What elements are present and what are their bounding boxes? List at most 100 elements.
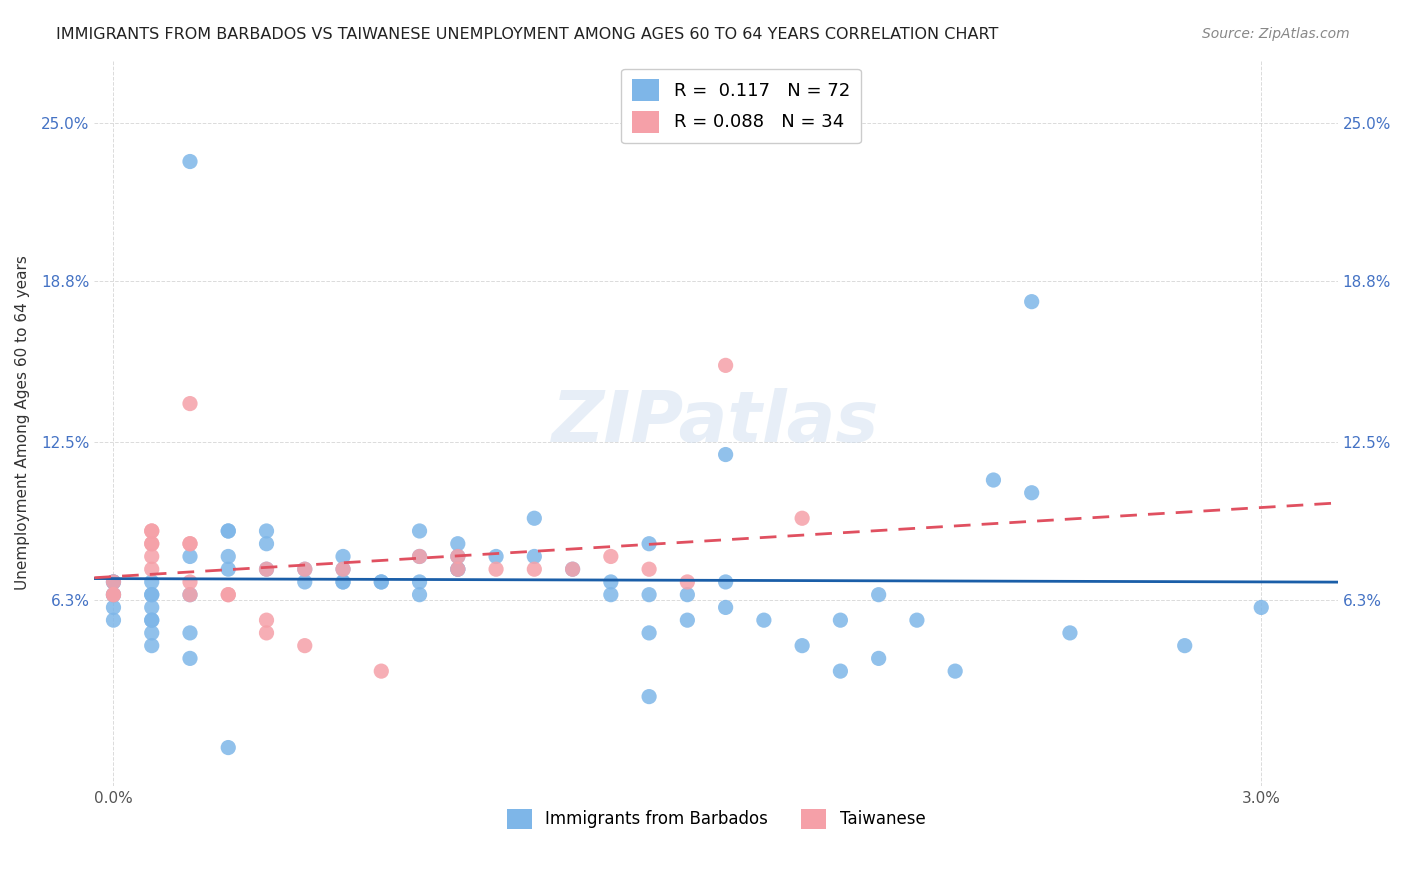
Point: [179, 154, 201, 169]
Point: [217, 549, 239, 564]
Point: [141, 639, 163, 653]
Point: [141, 524, 163, 538]
Point: [141, 626, 163, 640]
Point: [447, 549, 470, 564]
Point: [1174, 639, 1197, 653]
Point: [599, 549, 621, 564]
Point: [408, 574, 430, 589]
Point: [179, 396, 201, 410]
Point: [868, 651, 890, 665]
Point: [408, 524, 430, 538]
Point: [294, 574, 316, 589]
Point: [332, 562, 354, 576]
Point: [447, 562, 470, 576]
Point: [179, 588, 201, 602]
Y-axis label: Unemployment Among Ages 60 to 64 years: Unemployment Among Ages 60 to 64 years: [15, 255, 30, 591]
Point: [141, 574, 163, 589]
Point: [217, 524, 239, 538]
Point: [447, 537, 470, 551]
Point: [256, 613, 278, 627]
Point: [332, 574, 354, 589]
Point: [217, 562, 239, 576]
Point: [370, 664, 392, 678]
Point: [676, 613, 699, 627]
Point: [408, 549, 430, 564]
Point: [1021, 485, 1043, 500]
Point: [868, 588, 890, 602]
Point: [485, 549, 508, 564]
Point: [714, 574, 737, 589]
Point: [792, 639, 814, 653]
Point: [332, 562, 354, 576]
Point: [179, 651, 201, 665]
Point: [217, 524, 239, 538]
Point: [561, 562, 583, 576]
Point: [294, 639, 316, 653]
Point: [943, 664, 966, 678]
Point: [638, 626, 661, 640]
Point: [217, 588, 239, 602]
Point: [638, 588, 661, 602]
Point: [599, 588, 621, 602]
Point: [1250, 600, 1272, 615]
Text: Source: ZipAtlas.com: Source: ZipAtlas.com: [1202, 27, 1350, 41]
Point: [103, 574, 125, 589]
Point: [599, 574, 621, 589]
Point: [905, 613, 928, 627]
Point: [103, 588, 125, 602]
Point: [179, 588, 201, 602]
Point: [103, 574, 125, 589]
Point: [638, 537, 661, 551]
Point: [523, 511, 546, 525]
Point: [983, 473, 1005, 487]
Point: [141, 613, 163, 627]
Point: [141, 588, 163, 602]
Point: [714, 600, 737, 615]
Point: [256, 562, 278, 576]
Point: [217, 588, 239, 602]
Point: [141, 613, 163, 627]
Point: [676, 574, 699, 589]
Point: [638, 562, 661, 576]
Point: [1059, 626, 1081, 640]
Point: [256, 537, 278, 551]
Point: [1021, 294, 1043, 309]
Point: [447, 562, 470, 576]
Point: [141, 562, 163, 576]
Point: [792, 511, 814, 525]
Point: [179, 549, 201, 564]
Point: [141, 537, 163, 551]
Point: [447, 549, 470, 564]
Point: [676, 588, 699, 602]
Point: [179, 626, 201, 640]
Legend: Immigrants from Barbados, Taiwanese: Immigrants from Barbados, Taiwanese: [501, 802, 932, 836]
Point: [141, 537, 163, 551]
Point: [179, 574, 201, 589]
Point: [370, 574, 392, 589]
Point: [103, 588, 125, 602]
Point: [103, 613, 125, 627]
Point: [141, 549, 163, 564]
Text: ZIPatlas: ZIPatlas: [553, 388, 880, 458]
Point: [217, 740, 239, 755]
Point: [408, 588, 430, 602]
Point: [256, 524, 278, 538]
Point: [714, 448, 737, 462]
Point: [370, 574, 392, 589]
Point: [294, 562, 316, 576]
Point: [332, 549, 354, 564]
Point: [561, 562, 583, 576]
Point: [294, 562, 316, 576]
Point: [523, 562, 546, 576]
Point: [408, 549, 430, 564]
Point: [638, 690, 661, 704]
Point: [714, 359, 737, 373]
Point: [103, 588, 125, 602]
Point: [447, 562, 470, 576]
Point: [830, 664, 852, 678]
Point: [141, 600, 163, 615]
Text: IMMIGRANTS FROM BARBADOS VS TAIWANESE UNEMPLOYMENT AMONG AGES 60 TO 64 YEARS COR: IMMIGRANTS FROM BARBADOS VS TAIWANESE UN…: [56, 27, 998, 42]
Point: [103, 600, 125, 615]
Point: [485, 562, 508, 576]
Point: [332, 574, 354, 589]
